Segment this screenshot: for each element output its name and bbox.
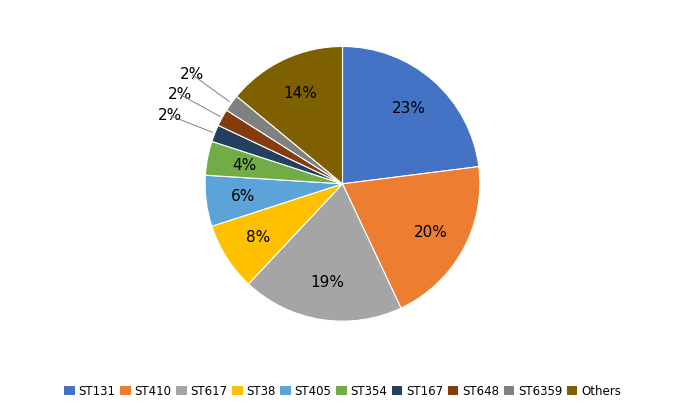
Wedge shape [342,46,479,184]
Text: 4%: 4% [232,158,256,173]
Wedge shape [249,184,401,321]
Text: 20%: 20% [414,225,447,240]
Text: 2%: 2% [180,67,205,82]
Text: 14%: 14% [283,86,316,101]
Legend: ST131, ST410, ST617, ST38, ST405, ST354, ST167, ST648, ST6359, Others: ST131, ST410, ST617, ST38, ST405, ST354,… [64,385,621,398]
Wedge shape [212,184,342,284]
Text: 19%: 19% [310,276,344,290]
Wedge shape [206,141,342,184]
Text: 23%: 23% [392,101,426,116]
Text: 2%: 2% [158,108,182,123]
Wedge shape [219,110,342,184]
Wedge shape [236,46,342,184]
Wedge shape [212,125,342,184]
Text: 8%: 8% [246,230,270,245]
Text: 2%: 2% [168,87,192,102]
Wedge shape [342,166,480,308]
Wedge shape [227,96,342,184]
Wedge shape [205,175,342,226]
Text: 6%: 6% [231,189,256,204]
